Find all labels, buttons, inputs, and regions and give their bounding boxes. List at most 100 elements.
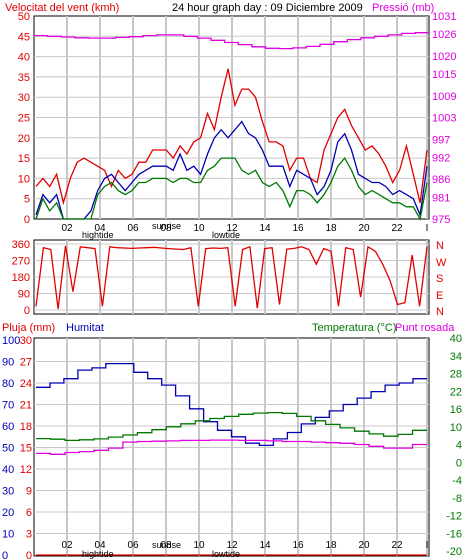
humidity-tick-label: 90 bbox=[2, 357, 14, 369]
rain-tick-label: 6 bbox=[26, 507, 32, 519]
pressure-tick-label: 1020 bbox=[432, 51, 456, 63]
x-tick-label-bottom: 02 bbox=[61, 540, 73, 551]
wind-direction-tick-label: 180 bbox=[12, 272, 30, 284]
pressure-tick-label: 1009 bbox=[432, 91, 456, 103]
x-tick-label-bottom: 14 bbox=[259, 540, 271, 551]
pressure-tick-label: 986 bbox=[432, 174, 450, 186]
humidity-tick-label: 10 bbox=[2, 529, 14, 541]
humidity-tick-label: 60 bbox=[2, 421, 14, 433]
rain-tick-label: 24 bbox=[20, 378, 32, 390]
pressure-axis-title: Pressió (mb) bbox=[372, 2, 434, 14]
humidity-tick-label: 50 bbox=[2, 443, 14, 455]
temperature-tick-label: -20 bbox=[446, 546, 462, 558]
rain-tick-label: 18 bbox=[20, 421, 32, 433]
hightide-label-top: hightide bbox=[82, 230, 114, 240]
x-tick-label-top: 12 bbox=[226, 223, 238, 234]
x-tick-label-top: 14 bbox=[259, 223, 271, 234]
wind-speed-series-line bbox=[35, 68, 428, 206]
x-tick-label-top: 10 bbox=[193, 223, 205, 234]
sunrise-label-top: sunrise bbox=[152, 221, 181, 231]
wind-direction-tick-label: 90 bbox=[18, 289, 30, 301]
wind-speed-tick-label: 0 bbox=[24, 214, 30, 226]
direction-label-s: S bbox=[436, 273, 443, 285]
temperature-tick-label: 0 bbox=[456, 457, 462, 469]
pressure-tick-label: 981 bbox=[432, 192, 450, 204]
rain-tick-label: 9 bbox=[26, 486, 32, 498]
pressure-series-line bbox=[34, 32, 429, 50]
x-tick-label-top: 02 bbox=[61, 223, 73, 234]
wind-speed-tick-label: 20 bbox=[18, 133, 30, 145]
temperature-tick-label: 28 bbox=[450, 369, 462, 381]
x-tick-label-top: I bbox=[426, 223, 429, 234]
temperature-tick-label: 40 bbox=[450, 333, 462, 345]
x-tick-label-bottom: 06 bbox=[127, 540, 139, 551]
pressure-tick-label: 975 bbox=[432, 214, 450, 226]
wind-min-series-line bbox=[35, 156, 428, 221]
chart-title: 24 hour graph day : 09 Diciembre 2009 bbox=[172, 2, 363, 14]
wind-speed-tick-label: 25 bbox=[18, 113, 30, 125]
wind-speed-tick-label: 45 bbox=[18, 31, 30, 43]
pressure-tick-label: 1015 bbox=[432, 69, 456, 81]
wind-speed-tick-label: 10 bbox=[18, 173, 30, 185]
x-tick-label-bottom: 16 bbox=[292, 540, 304, 551]
x-tick-label-top: 08 bbox=[160, 223, 172, 234]
x-tick-label-top: 06 bbox=[127, 223, 139, 234]
rain-tick-label: 3 bbox=[26, 529, 32, 541]
pressure-tick-label: 1026 bbox=[432, 29, 456, 41]
wind-speed-tick-label: 5 bbox=[24, 194, 30, 206]
rain-tick-label: 27 bbox=[20, 357, 32, 369]
direction-label-n-top: N bbox=[436, 240, 444, 252]
humidity-tick-label: 80 bbox=[2, 378, 14, 390]
humidity-tick-label: 0 bbox=[2, 550, 8, 559]
direction-label-n-bottom: N bbox=[436, 306, 444, 318]
wind-direction-series-line bbox=[35, 245, 428, 310]
wind-speed-tick-label: 50 bbox=[18, 11, 30, 23]
x-tick-label-bottom: 22 bbox=[391, 540, 403, 551]
wind-direction-tick-label: 360 bbox=[12, 239, 30, 251]
x-tick-label-bottom: 10 bbox=[193, 540, 205, 551]
temperature-tick-label: -16 bbox=[446, 528, 462, 540]
temperature-tick-label: -4 bbox=[452, 475, 462, 487]
humidity-tick-label: 40 bbox=[2, 464, 14, 476]
dewpoint-axis-title: Punt rosada bbox=[395, 322, 455, 334]
x-tick-label-bottom: I bbox=[426, 540, 429, 551]
x-tick-label-bottom: 12 bbox=[226, 540, 238, 551]
direction-label-e: E bbox=[436, 290, 443, 302]
temperature-tick-label: -12 bbox=[446, 511, 462, 523]
pressure-tick-label: 1031 bbox=[432, 11, 456, 23]
humidity-tick-label: 70 bbox=[2, 400, 14, 412]
humidity-axis-title: Humitat bbox=[66, 322, 104, 334]
direction-label-w: W bbox=[436, 257, 447, 269]
wind-speed-tick-label: 35 bbox=[18, 72, 30, 84]
wind-speed-axis-title: Velocitat del vent (kmh) bbox=[5, 2, 119, 14]
rain-axis-title: Pluja (mm) bbox=[2, 322, 55, 334]
wind-speed-tick-label: 15 bbox=[18, 153, 30, 165]
rain-tick-label: 30 bbox=[20, 335, 32, 347]
temperature-tick-label: 22 bbox=[450, 386, 462, 398]
pressure-tick-label: 1003 bbox=[432, 113, 456, 125]
temperature-axis-title: Temperatura (°C) bbox=[312, 322, 396, 334]
temperature-tick-label: 10 bbox=[450, 422, 462, 434]
dewpoint-series-line bbox=[36, 439, 427, 455]
rain-tick-label: 12 bbox=[20, 464, 32, 476]
x-tick-label-bottom: 18 bbox=[325, 540, 337, 551]
pressure-tick-label: 997 bbox=[432, 134, 450, 146]
sunrise-label-bottom: sunrise bbox=[152, 540, 181, 550]
lowtide-label-top: lowtide bbox=[212, 230, 240, 240]
temperature-tick-label: 4 bbox=[456, 440, 462, 452]
humidity-tick-label: 20 bbox=[2, 507, 14, 519]
temperature-tick-label: -8 bbox=[452, 493, 462, 505]
x-tick-label-bottom: 04 bbox=[94, 540, 106, 551]
x-tick-label-top: 18 bbox=[325, 223, 337, 234]
rain-tick-label: 21 bbox=[20, 400, 32, 412]
temperature-series-line bbox=[36, 411, 427, 442]
humidity-tick-label: 100 bbox=[2, 335, 20, 347]
x-tick-label-top: 20 bbox=[358, 223, 370, 234]
wind-direction-tick-label: 270 bbox=[12, 256, 30, 268]
x-tick-label-bottom: 20 bbox=[358, 540, 370, 551]
humidity-series-line bbox=[36, 362, 427, 447]
wind-direction-tick-label: 0 bbox=[24, 305, 30, 317]
x-tick-label-top: 04 bbox=[94, 223, 106, 234]
